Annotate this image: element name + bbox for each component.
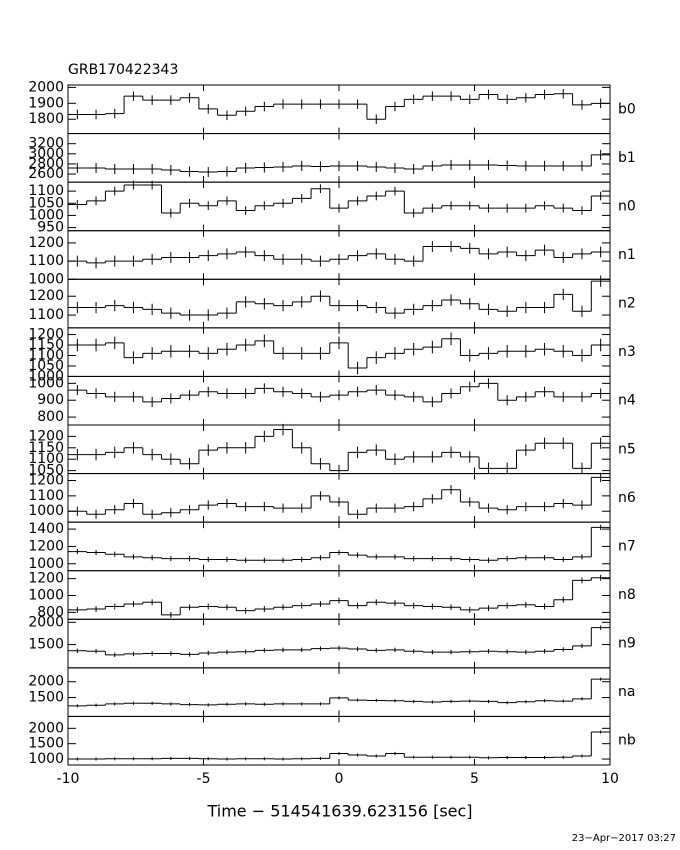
panel-name: n0 bbox=[618, 198, 636, 214]
x-tick-label: 0 bbox=[335, 771, 344, 787]
y-tick-label: 800 bbox=[37, 409, 64, 425]
y-tick-label: 1500 bbox=[28, 736, 64, 752]
y-tick-label: 1000 bbox=[28, 751, 64, 767]
y-tick-label: 2000 bbox=[28, 674, 64, 690]
y-tick-label: 2600 bbox=[28, 166, 64, 182]
y-tick-label: 1100 bbox=[28, 451, 64, 467]
panel-name: b1 bbox=[618, 150, 636, 166]
y-tick-label: 1500 bbox=[28, 637, 64, 653]
y-tick-label: 1000 bbox=[28, 375, 64, 391]
panel-frame bbox=[67, 133, 611, 183]
y-tick-label: 2800 bbox=[28, 156, 64, 172]
panel-frame bbox=[67, 521, 611, 572]
panel-name: n3 bbox=[618, 344, 636, 360]
chart-title: GRB170422343 bbox=[68, 62, 178, 78]
x-tick-label: 5 bbox=[470, 771, 479, 787]
y-tick-label: 1000 bbox=[28, 368, 64, 384]
y-tick-label: 1400 bbox=[28, 521, 64, 537]
y-tick-label: 1100 bbox=[28, 307, 64, 323]
y-tick-label: 2000 bbox=[28, 79, 64, 95]
panel-frame bbox=[67, 618, 611, 669]
y-tick-label: 1150 bbox=[28, 337, 64, 353]
y-tick-label: 1200 bbox=[28, 235, 64, 251]
y-tick-label: 2000 bbox=[28, 614, 64, 630]
x-tick-label: 10 bbox=[601, 771, 619, 787]
y-tick-label: 3000 bbox=[28, 146, 64, 162]
y-tick-label: 1100 bbox=[28, 253, 64, 269]
timestamp: 23−Apr−2017 03:27 bbox=[572, 833, 676, 844]
x-axis-label: Time − 514541639.623156 [sec] bbox=[206, 802, 472, 821]
y-tick-label: 1050 bbox=[28, 358, 64, 374]
panel-frame bbox=[67, 84, 611, 135]
y-tick-label: 1100 bbox=[28, 183, 64, 199]
y-tick-label: 1100 bbox=[28, 488, 64, 504]
y-tick-label: 1000 bbox=[28, 588, 64, 604]
y-tick-label: 1500 bbox=[28, 690, 64, 706]
panel-name: n6 bbox=[618, 490, 636, 506]
panel-name: n9 bbox=[618, 636, 636, 652]
y-tick-label: 1000 bbox=[28, 271, 64, 287]
x-tick-label: -5 bbox=[197, 771, 211, 787]
panel-name: b0 bbox=[618, 101, 636, 117]
panel-frame bbox=[67, 570, 611, 620]
y-tick-label: 800 bbox=[37, 604, 64, 620]
panel-name: n4 bbox=[618, 393, 636, 409]
y-tick-label: 1000 bbox=[28, 207, 64, 223]
y-tick-label: 1050 bbox=[28, 195, 64, 211]
y-tick-label: 1200 bbox=[28, 327, 64, 343]
y-tick-label: 1200 bbox=[28, 428, 64, 444]
y-tick-label: 1900 bbox=[28, 95, 64, 111]
panel-name: na bbox=[618, 684, 635, 700]
y-tick-label: 1150 bbox=[28, 440, 64, 456]
panel-frame bbox=[67, 327, 611, 377]
y-tick-label: 1800 bbox=[28, 111, 64, 127]
panel-name: n2 bbox=[618, 296, 636, 312]
y-tick-label: 1200 bbox=[28, 571, 64, 587]
y-tick-label: 1200 bbox=[28, 538, 64, 554]
panel-name: n7 bbox=[618, 538, 636, 554]
y-tick-label: 1200 bbox=[28, 472, 64, 488]
y-tick-label: 3200 bbox=[28, 136, 64, 152]
y-tick-label: 1100 bbox=[28, 347, 64, 363]
y-tick-label: 1000 bbox=[28, 556, 64, 572]
panel-name: n1 bbox=[618, 247, 636, 263]
panel-name: nb bbox=[618, 733, 636, 749]
panel-name: n5 bbox=[618, 441, 636, 457]
y-tick-label: 2000 bbox=[28, 720, 64, 736]
y-tick-label: 900 bbox=[37, 392, 64, 408]
x-tick-label: -10 bbox=[57, 771, 80, 787]
y-tick-label: 1050 bbox=[28, 463, 64, 479]
panel-name: n8 bbox=[618, 587, 636, 603]
y-tick-label: 950 bbox=[37, 220, 64, 236]
panel-frame bbox=[67, 667, 611, 717]
y-tick-label: 1200 bbox=[28, 288, 64, 304]
panel-frame bbox=[67, 375, 611, 426]
y-tick-label: 1000 bbox=[28, 503, 64, 519]
